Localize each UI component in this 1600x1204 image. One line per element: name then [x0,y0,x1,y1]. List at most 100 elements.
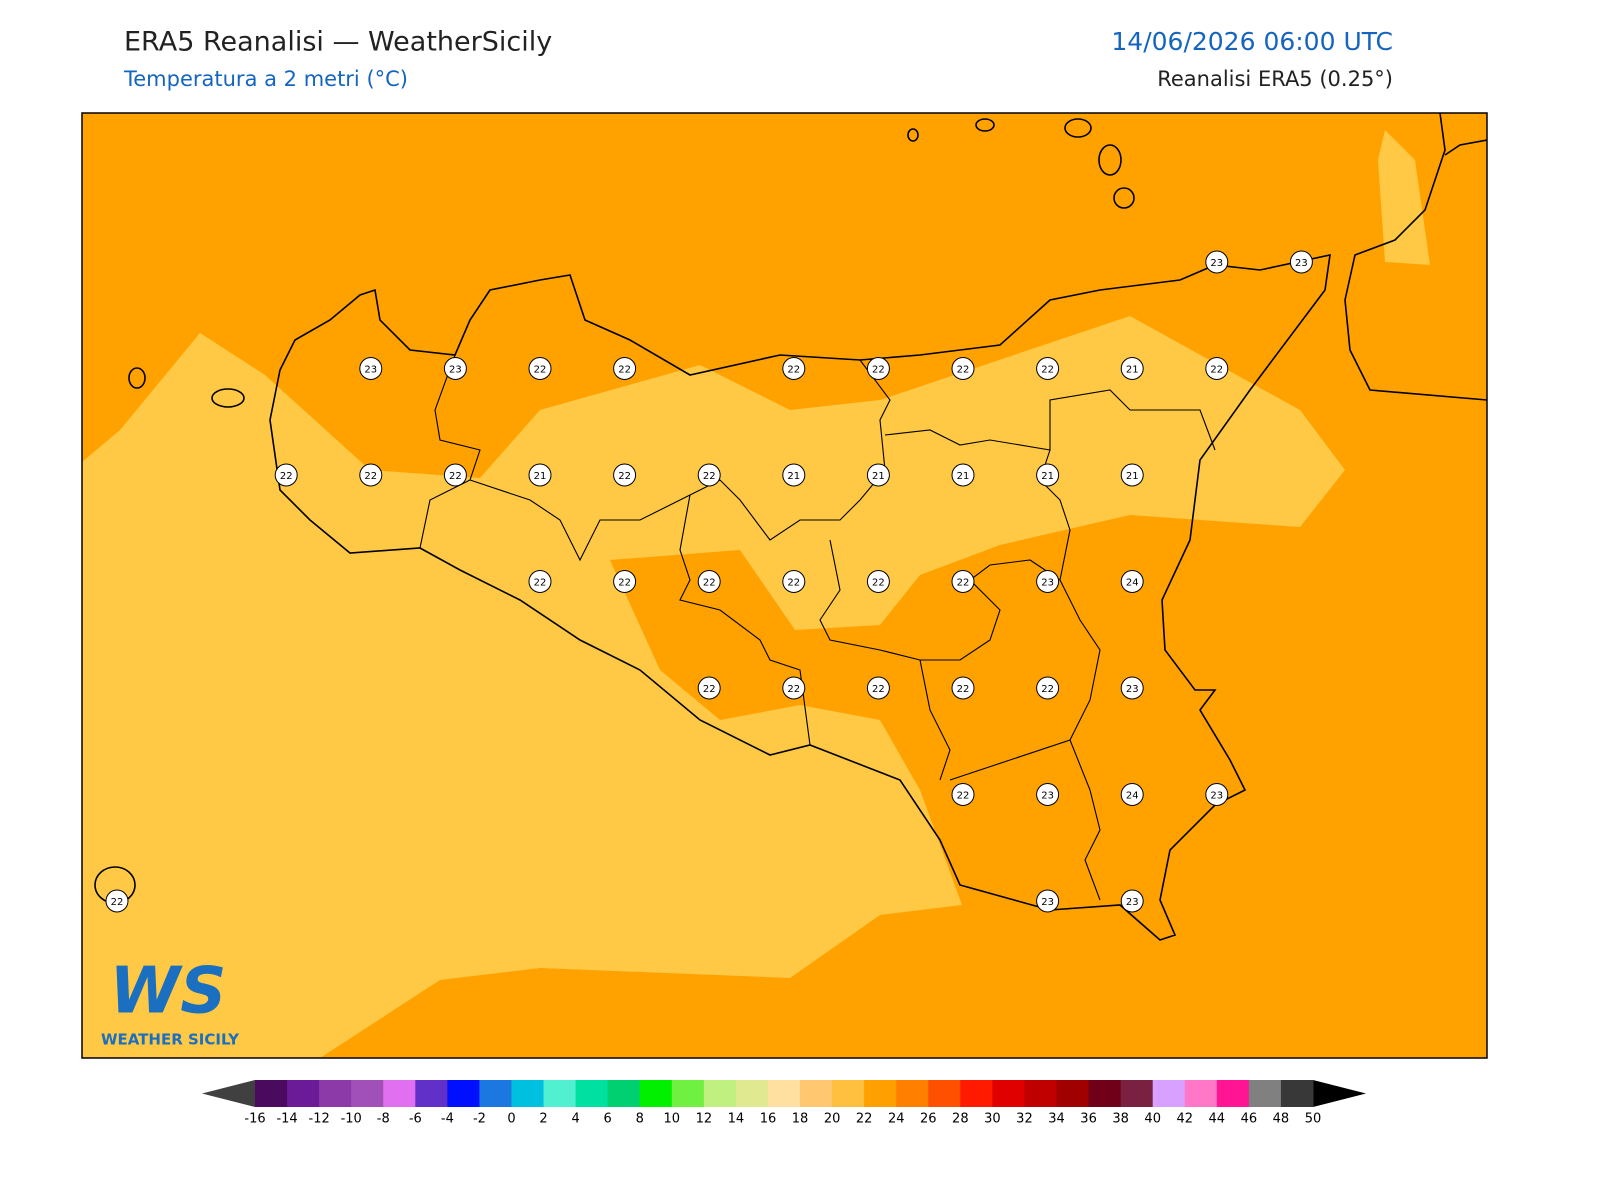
colorbar-segment [415,1080,448,1107]
colorbar-tick-label: 26 [920,1112,937,1127]
value-label: 22 [787,578,800,589]
value-label: 22 [534,365,547,376]
colorbar-tick-label: 20 [824,1112,841,1127]
value-marker [697,463,721,487]
value-marker [782,570,806,593]
colorbar-tick-label: -14 [276,1112,297,1127]
colorbar-segment [832,1080,865,1107]
value-label: 22 [449,471,462,482]
colorbar-segment [255,1080,288,1107]
colorbar-segment [639,1080,673,1107]
value-marker [528,463,552,487]
value-marker [951,463,975,487]
value-label: 22 [534,578,547,589]
map-frame [81,112,1488,1059]
colorbar-tick-label: 18 [792,1112,809,1127]
value-label: 23 [1295,258,1308,269]
colorbar-tick-label: 30 [984,1112,1001,1127]
colorbar-segment [992,1080,1025,1107]
value-label: 24 [1126,578,1139,589]
value-marker [528,570,552,593]
colorbar-tick-label: 10 [664,1112,681,1127]
colorbar-segment [287,1080,320,1107]
colorbar-segment [671,1080,705,1107]
value-label: 22 [703,578,716,589]
colorbar-tick-label: -8 [377,1112,390,1127]
colorbar-segment [1248,1080,1282,1107]
colorbar-tick-label: 42 [1176,1112,1193,1127]
value-marker [951,357,975,380]
colorbar-segment [575,1080,609,1107]
value-label: 22 [957,684,970,695]
colorbar-segment [1024,1080,1058,1107]
value-label: 23 [1210,791,1223,802]
value-marker [1036,783,1060,806]
value-label: 21 [787,471,800,482]
value-marker [866,357,890,380]
map-area [82,113,1487,1058]
value-marker [1120,889,1144,913]
colorbar-segment [767,1080,801,1107]
colorbar-segment [383,1080,416,1107]
colorbar-tick-label: 14 [728,1112,745,1127]
value-label: 22 [787,365,800,376]
title: ERA5 Reanalisi — WeatherSicily [124,27,552,58]
value-label: 23 [1041,791,1054,802]
value-label: 22 [703,471,716,482]
colorbar-tick-label: -12 [309,1112,330,1127]
colorbar-tick-label: 22 [856,1112,873,1127]
colorbar-tick-label: 48 [1273,1112,1290,1127]
value-label: 22 [1041,365,1054,376]
value-marker [1120,676,1144,700]
value-label: 22 [618,471,631,482]
value-marker [1205,783,1229,806]
value-marker [1120,570,1144,593]
colorbar-tick-label: 16 [760,1112,777,1127]
colorbar-over [1313,1080,1366,1107]
coastline [94,113,1487,941]
colorbar-tick-label: 38 [1112,1112,1129,1127]
value-label: 21 [872,471,885,482]
colorbar-tick-label: 6 [604,1112,612,1127]
value-label: 21 [1041,471,1054,482]
colorbar-tick-label: 2 [539,1112,547,1127]
colorbar-tick-label: 32 [1016,1112,1033,1127]
colorbar-tick-label: 50 [1305,1112,1322,1127]
value-label: 22 [1041,684,1054,695]
colorbar-segment [1120,1080,1154,1107]
value-marker [613,357,637,380]
colorbar-tick-label: -4 [441,1112,454,1127]
value-label: 21 [1126,365,1139,376]
value-label: 24 [1126,791,1139,802]
colorbar-segment [703,1080,737,1107]
colorbar-tick-label: -2 [473,1112,486,1127]
value-label: 23 [1210,258,1223,269]
logo-text: WEATHER SICILY [101,1031,240,1049]
value-marker [1205,250,1229,274]
value-marker [866,570,890,593]
colorbar-tick-label: 46 [1241,1112,1258,1127]
colorbar-segment [896,1080,929,1107]
colorbar-segment [351,1080,384,1107]
province-borders [419,354,1216,901]
colorbar-tick-label: 40 [1144,1112,1161,1127]
colorbar-segment [960,1080,993,1107]
colorbar-segment [319,1080,352,1107]
source: Reanalisi ERA5 (0.25°) [1157,67,1393,91]
value-label: 21 [534,471,547,482]
value-marker [1120,463,1144,487]
colorbar-segment [1280,1080,1314,1107]
colorbar-tick-label: 44 [1209,1112,1226,1127]
subtitle: Temperatura a 2 metri (°C) [123,67,408,91]
colorbar-segment [1184,1080,1218,1107]
value-label: 23 [1126,897,1139,908]
value-label: 22 [787,684,800,695]
value-marker [613,570,637,593]
colorbar-segment [607,1080,641,1107]
value-label: 23 [364,365,377,376]
value-marker [443,463,467,487]
value-label: 23 [1041,578,1054,589]
value-marker [1036,676,1060,700]
colorbar-segment [511,1080,545,1107]
